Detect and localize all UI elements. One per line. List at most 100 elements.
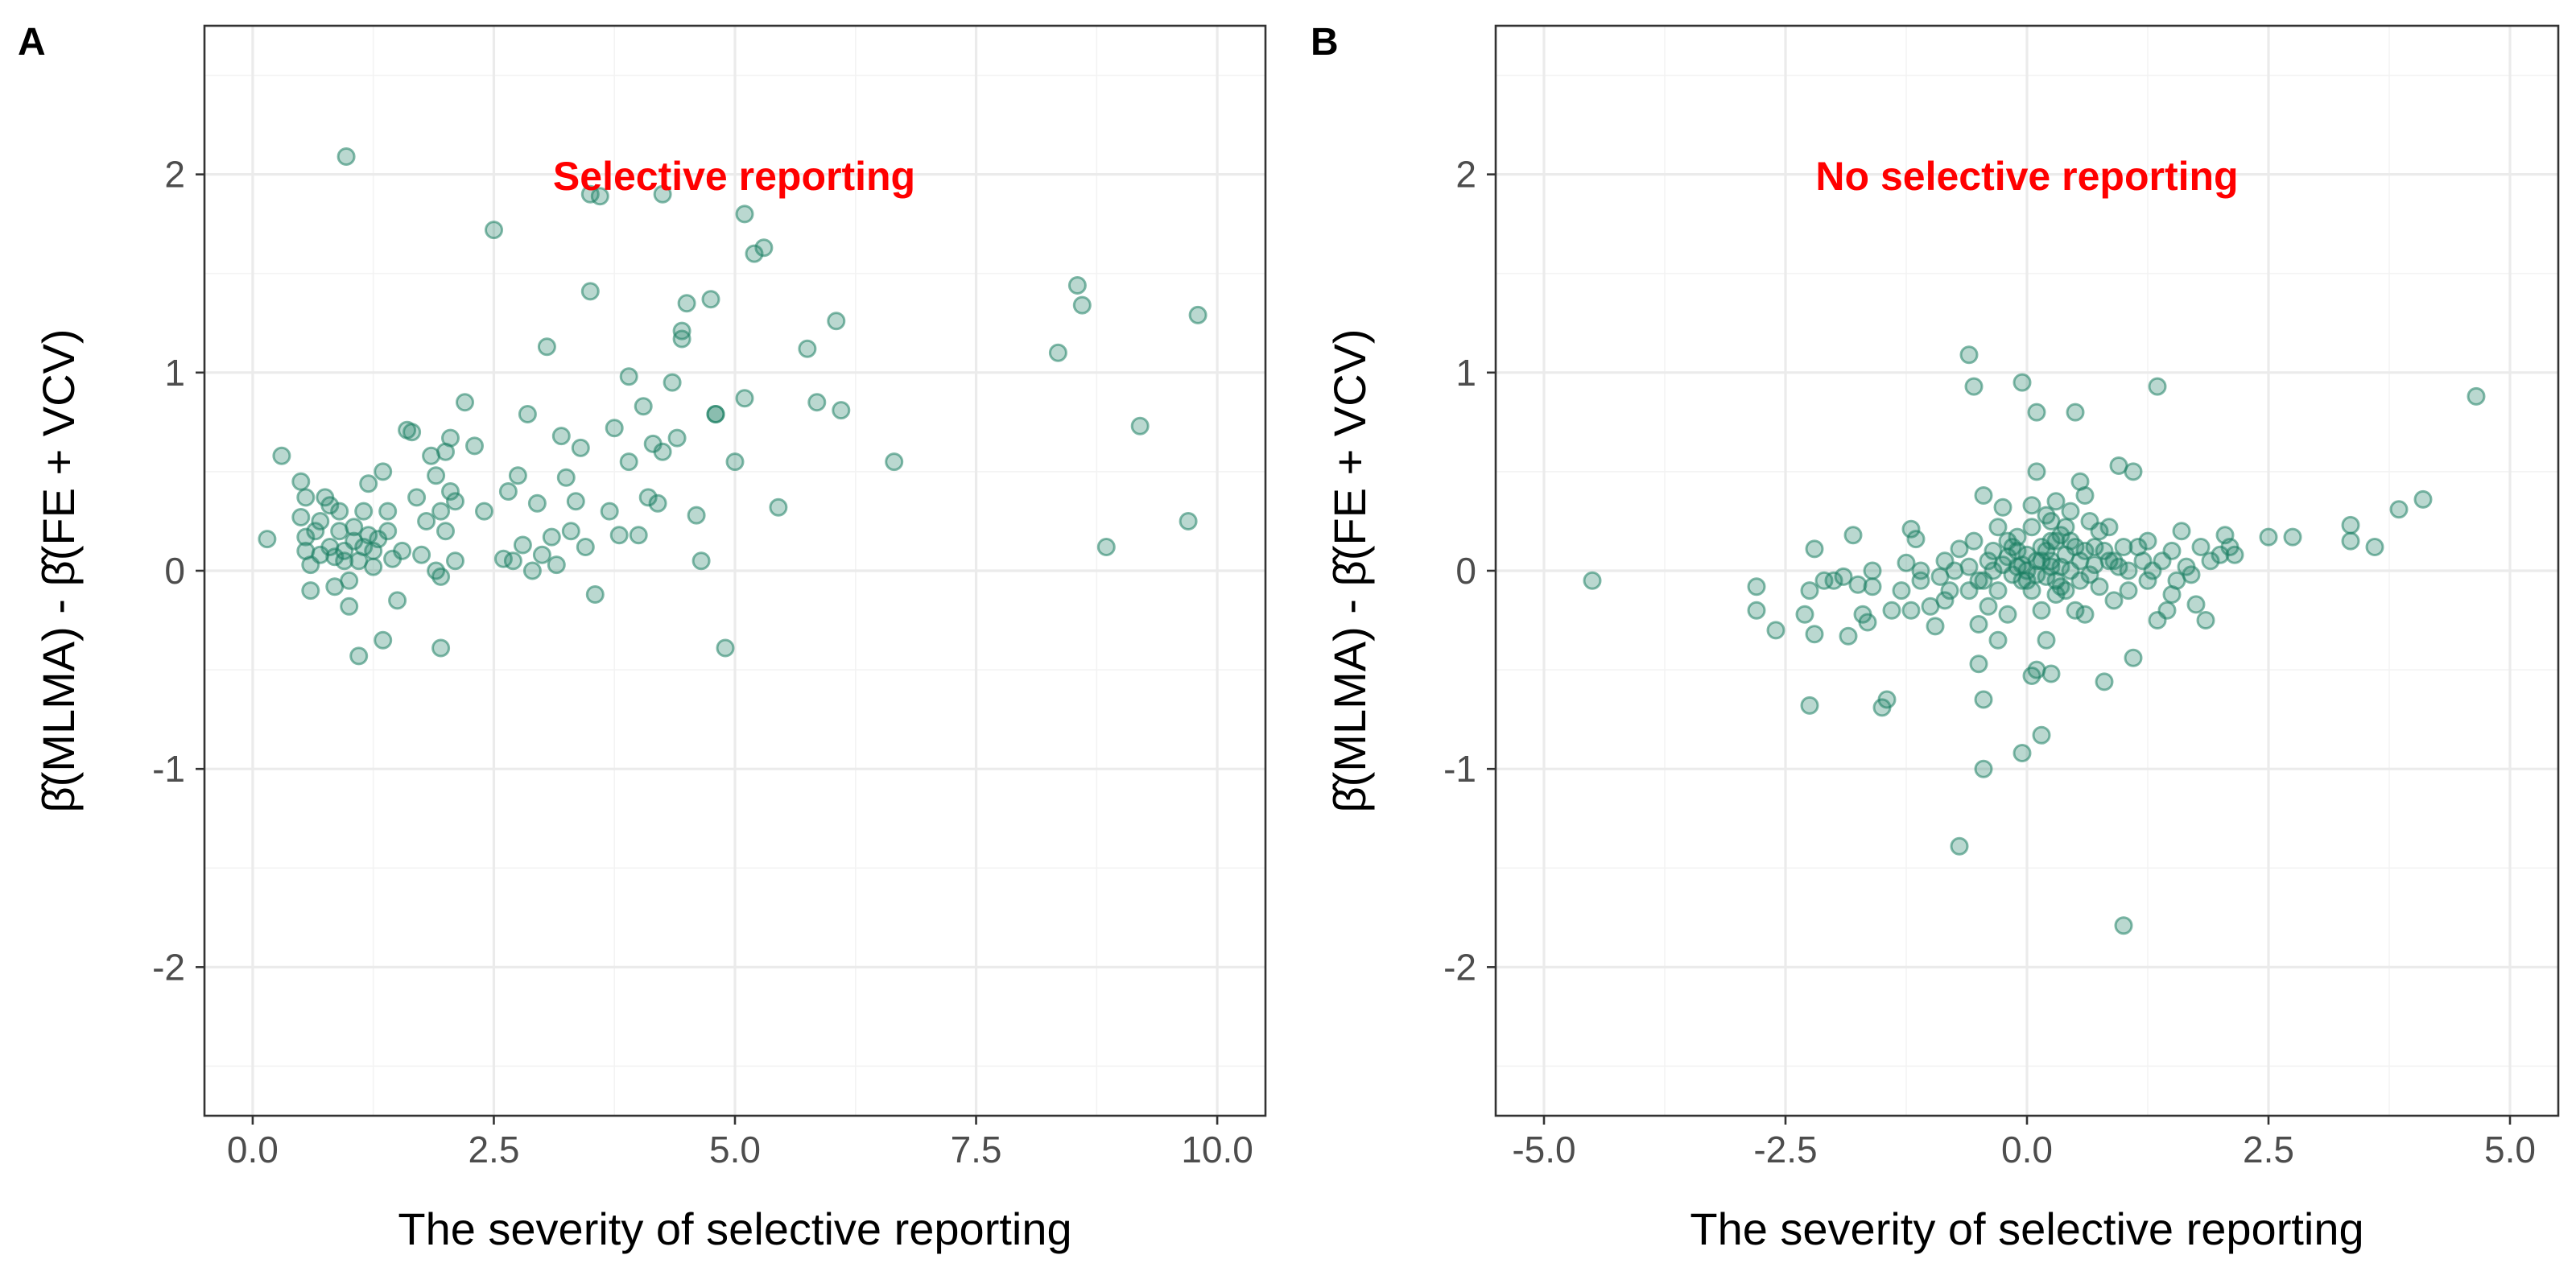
data-point <box>378 522 398 541</box>
data-point <box>1824 571 1843 590</box>
data-point <box>745 244 764 263</box>
data-point <box>1969 615 1988 634</box>
data-point <box>2138 571 2157 590</box>
data-point <box>2013 744 2032 762</box>
data-point <box>672 329 691 349</box>
data-point <box>1130 416 1150 436</box>
panel-b-x-axis-label: The severity of selective reporting <box>1690 1203 2363 1254</box>
data-point <box>1863 561 1882 580</box>
data-point <box>407 488 427 507</box>
panel-a-x-axis-label: The severity of selective reporting <box>398 1203 1071 1254</box>
data-point <box>576 538 595 556</box>
data-point <box>2114 538 2133 556</box>
data-point <box>2467 386 2486 406</box>
data-point <box>2413 489 2433 509</box>
data-point <box>336 147 356 166</box>
data-point <box>667 428 687 448</box>
data-point <box>1096 538 1116 556</box>
data-point <box>485 221 503 240</box>
data-point <box>364 557 383 576</box>
data-point <box>2022 496 2041 515</box>
data-point <box>542 527 561 547</box>
data-point <box>2124 648 2143 667</box>
data-point <box>2075 486 2095 505</box>
data-point <box>2225 545 2244 564</box>
data-point <box>585 585 605 604</box>
data-point <box>427 466 446 485</box>
data-point <box>1988 518 2008 537</box>
data-point <box>1906 530 1926 549</box>
data-point <box>537 337 556 357</box>
data-point <box>1839 626 1858 646</box>
data-point <box>1935 591 1955 610</box>
y-tick-label: -2 <box>152 946 185 988</box>
data-point <box>1993 497 2013 517</box>
data-point <box>2119 581 2138 601</box>
data-point <box>330 502 349 521</box>
data-point <box>2066 402 2085 422</box>
data-point <box>2157 601 2177 620</box>
data-point <box>320 496 340 515</box>
data-point <box>2090 577 2109 597</box>
data-point <box>518 405 537 423</box>
data-point <box>311 512 330 530</box>
x-tick-label: 2.5 <box>468 1129 519 1170</box>
data-point <box>1988 630 2008 650</box>
panel-a: A 0.0 2.5 5.0 7.5 10.0 -2 -1 0 1 2 Selective rep… <box>18 21 1267 1254</box>
data-point <box>1179 512 1198 530</box>
data-point <box>354 502 374 521</box>
data-point <box>2041 664 2061 683</box>
data-point <box>2080 565 2099 584</box>
data-point <box>441 482 460 501</box>
data-point <box>465 436 484 456</box>
data-point <box>1800 581 1819 601</box>
data-point <box>1800 696 1819 715</box>
y-tick-label: 1 <box>1455 352 1476 394</box>
data-point <box>1834 567 1853 586</box>
data-point <box>1747 577 1766 597</box>
data-point <box>648 493 667 513</box>
panel-a-grid <box>204 26 1265 1116</box>
data-point <box>561 522 580 541</box>
panel-a-y-axis-label: β̂(MLMA) - β̂(FE + VCV) <box>33 328 84 812</box>
data-point <box>508 466 527 485</box>
panel-b-annotation: No selective reporting <box>1815 154 2238 199</box>
data-point <box>2037 506 2056 525</box>
x-tick-label: 5.0 <box>709 1129 761 1170</box>
data-point <box>498 482 518 501</box>
data-point <box>378 502 398 521</box>
data-point <box>374 462 393 481</box>
data-point <box>885 452 904 472</box>
data-point <box>296 488 316 507</box>
data-point <box>2046 585 2066 604</box>
data-point <box>2027 462 2046 481</box>
data-point <box>2124 462 2143 481</box>
panel-b-y-ticks: -2 -1 0 1 2 <box>1443 154 1496 988</box>
data-point <box>2196 611 2215 630</box>
y-tick-label: 2 <box>164 154 185 196</box>
data-point <box>2075 605 2095 624</box>
data-point <box>1843 526 1863 545</box>
data-point <box>2341 515 2360 535</box>
data-point <box>431 638 451 658</box>
data-point <box>2070 571 2090 590</box>
data-point <box>359 474 378 493</box>
data-point <box>2032 601 2051 620</box>
data-point <box>2186 595 2206 614</box>
panel-a-points <box>258 147 1208 666</box>
data-point <box>388 591 407 610</box>
data-point <box>735 389 754 408</box>
data-point <box>827 312 846 331</box>
panel-b-y-axis-label: β̂(MLMA) - β̂(FE + VCV) <box>1324 328 1375 812</box>
data-point <box>1188 305 1208 324</box>
data-point <box>638 488 658 507</box>
y-tick-label: 0 <box>1455 550 1476 592</box>
data-point <box>798 339 817 358</box>
data-point <box>441 428 460 448</box>
y-tick-label: -2 <box>1443 946 1476 988</box>
data-point <box>2008 527 2027 547</box>
data-point <box>1795 605 1814 624</box>
data-point <box>2182 565 2201 584</box>
data-point <box>2148 377 2167 396</box>
data-point <box>2119 561 2138 580</box>
